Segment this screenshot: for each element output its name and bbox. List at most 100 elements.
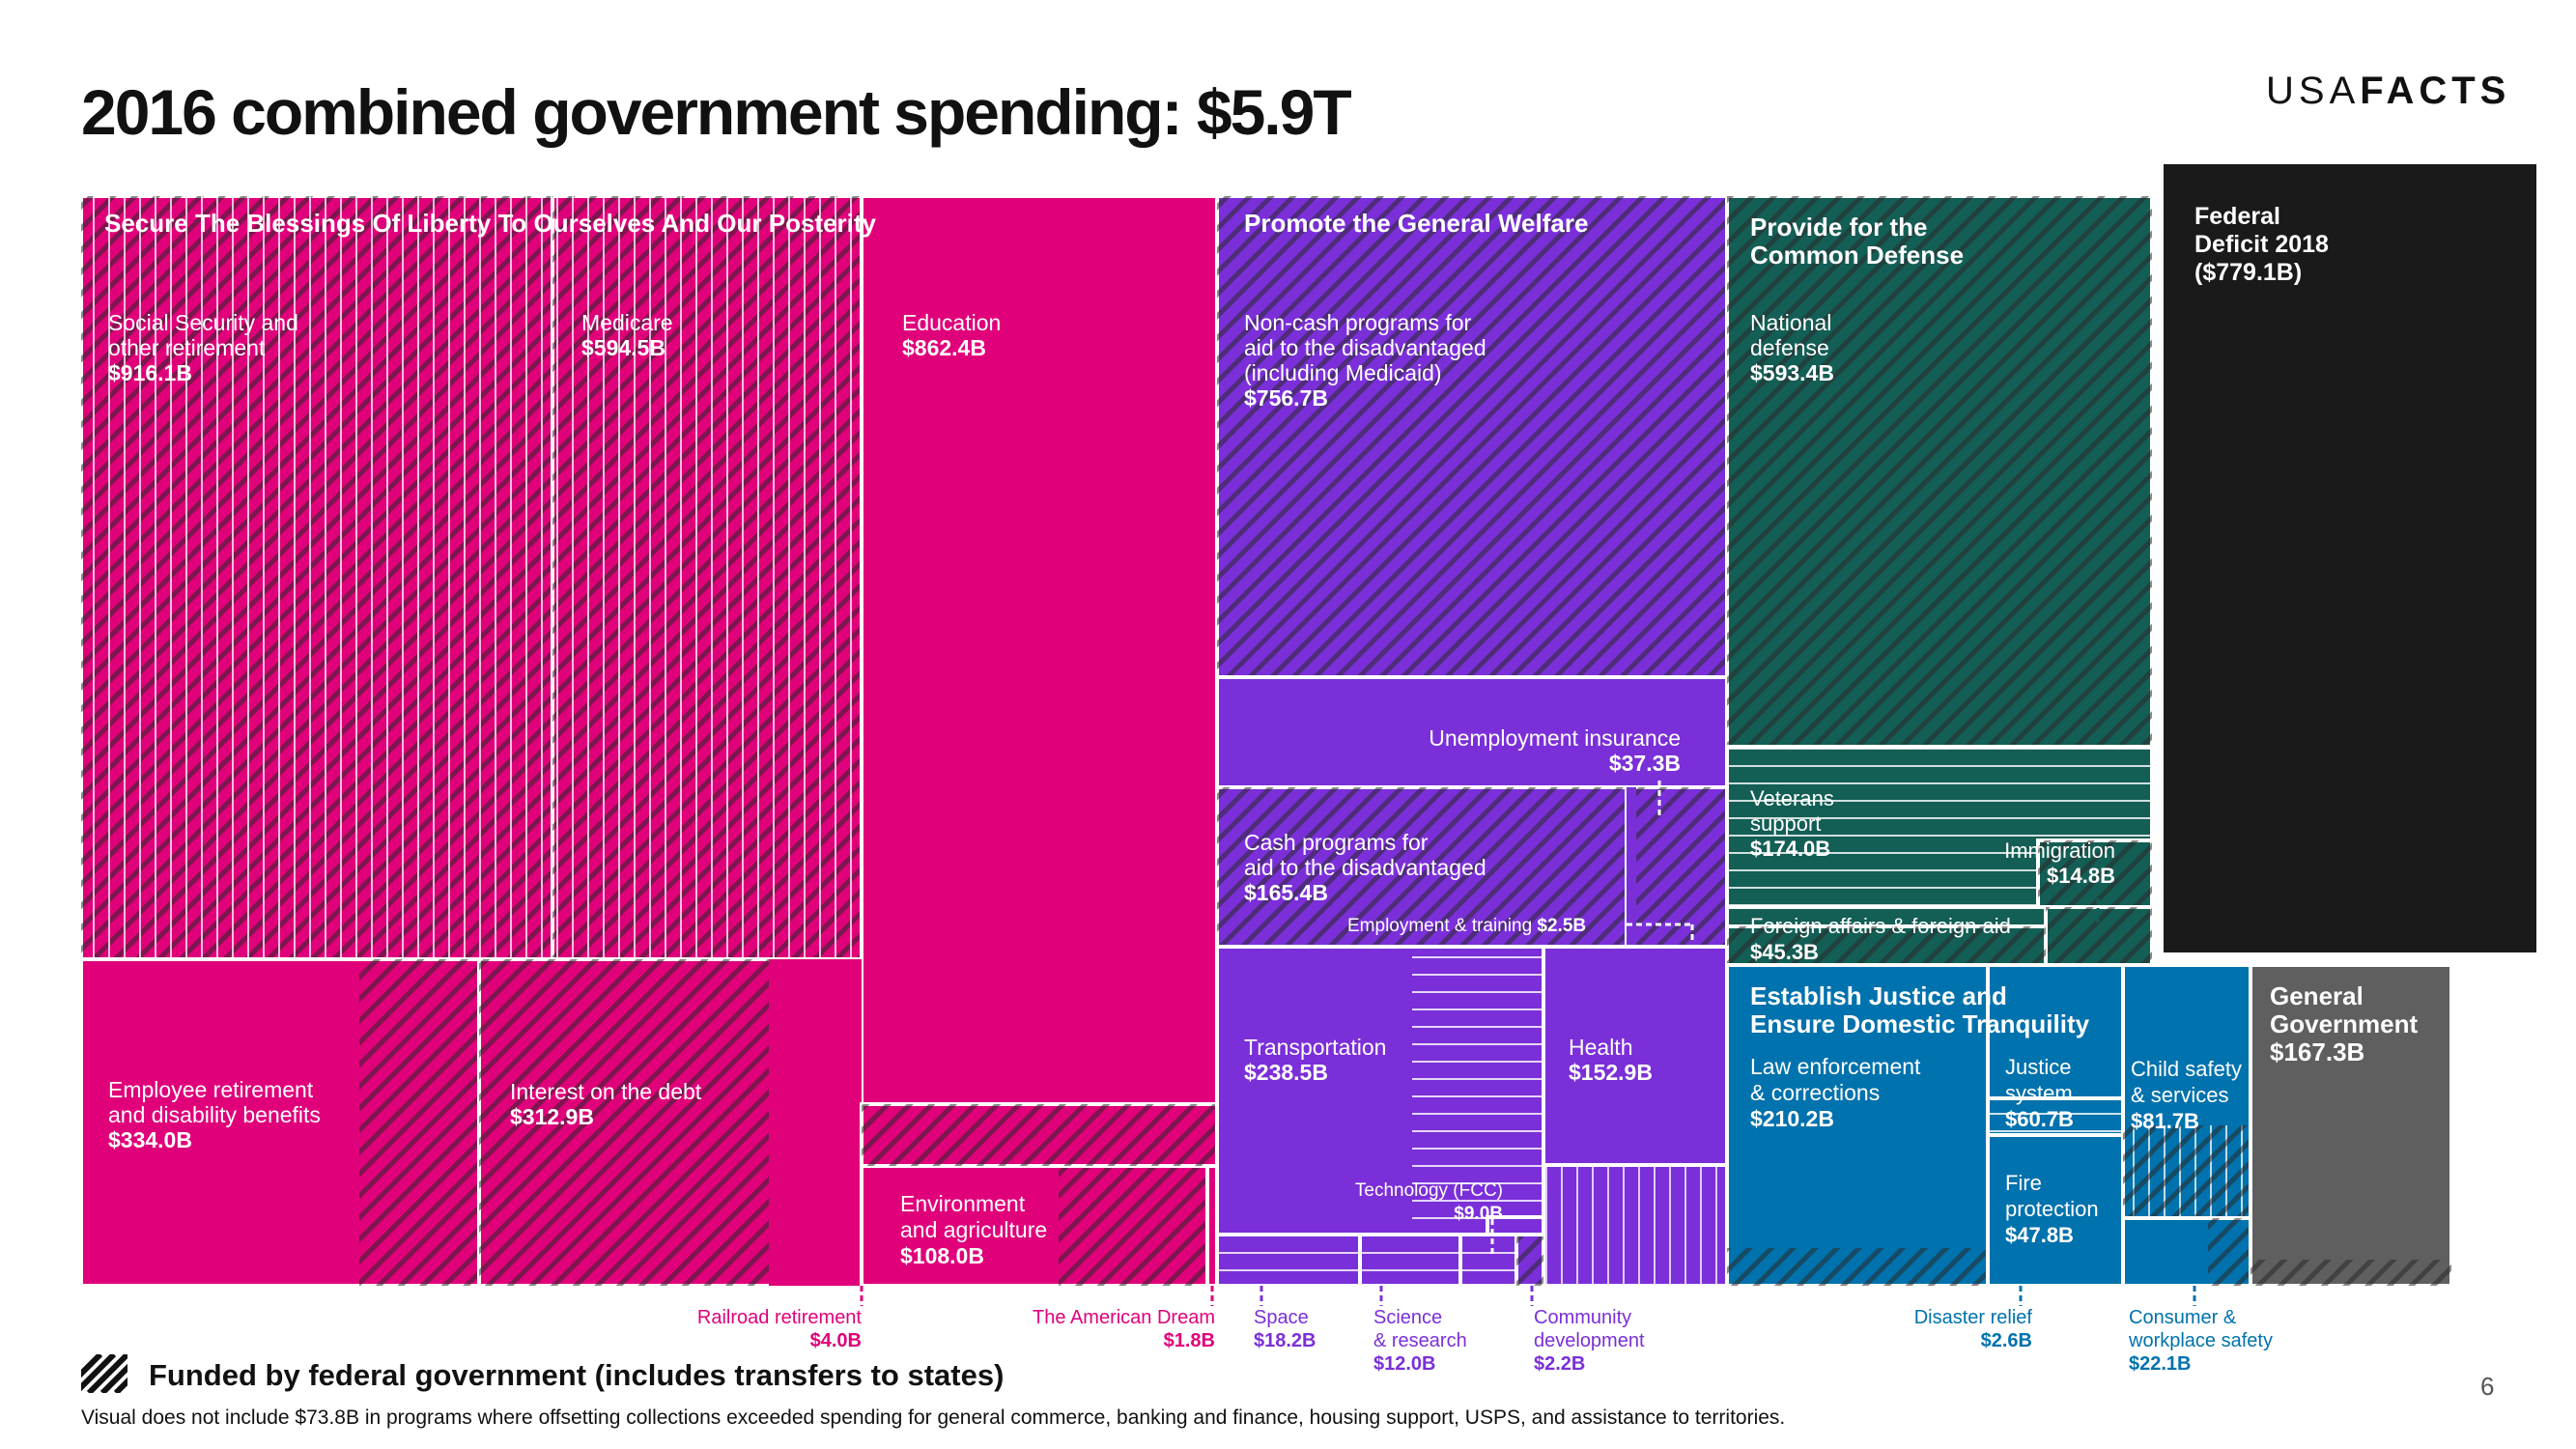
social-security-value: $916.1B xyxy=(108,360,192,385)
foreign-affairs-fed-hatch xyxy=(2046,907,2152,965)
technology-fcc-label: Technology (FCC) $9.0B xyxy=(1355,1180,1503,1224)
community-development-value: $2.2B xyxy=(1534,1353,1585,1375)
national-defense-tile xyxy=(1725,194,2154,749)
education-label: Education $862.4B xyxy=(902,310,1001,360)
social-security-label: Social Security and other retirement $916.… xyxy=(108,310,298,385)
transportation-line-1: Transportation xyxy=(1244,1035,1386,1060)
american-dream-label: The American Dream $1.8B xyxy=(1033,1307,1215,1351)
consumer-safety-line-1: Consumer & xyxy=(2129,1307,2237,1328)
cash-programs-line-1: Cash programs for xyxy=(1244,830,1429,855)
non-cash-programs-line-2: aid to the disadvantaged xyxy=(1244,335,1486,360)
law-enforcement-label: Law enforcement & corrections $210.2B xyxy=(1750,1054,1921,1131)
transportation-value: $238.5B xyxy=(1244,1060,1328,1085)
space-label: Space $18.2B xyxy=(1254,1307,1316,1351)
cash-programs-value: $165.4B xyxy=(1244,880,1328,905)
law-enforcement-line-1: Law enforcement xyxy=(1750,1054,1921,1079)
environment-agriculture-value: $108.0B xyxy=(900,1243,984,1268)
environment-fed-hatch xyxy=(1059,1166,1217,1286)
welfare-header-label: Promote the General Welfare xyxy=(1244,209,1588,238)
child-safety-fed-hatch xyxy=(2123,1125,2250,1218)
community-development-line-1: Community xyxy=(1534,1307,1631,1328)
employment-training-tile xyxy=(1625,785,1729,949)
non-cash-programs-tile xyxy=(1215,194,1729,679)
immigration-tile xyxy=(2036,838,2154,909)
science-research-value: $12.0B xyxy=(1373,1353,1436,1375)
medicare-line-1: Medicare xyxy=(581,310,673,335)
footnote: Visual does not include $73.8B in progra… xyxy=(81,1406,1786,1429)
american-dream-value: $1.8B xyxy=(1164,1330,1215,1351)
technology-box-rect xyxy=(1486,1215,1545,1236)
unemployment-insurance-tile xyxy=(1215,675,1729,789)
federal-deficit-tile xyxy=(2160,160,2540,956)
general-government-value: $167.3B xyxy=(2270,1037,2364,1066)
veterans-support-value: $174.0B xyxy=(1750,837,1830,861)
page-number: 6 xyxy=(2480,1372,2495,1401)
justice-system-value: $60.7B xyxy=(2005,1107,2074,1131)
interest-on-debt-label: Interest on the debt $312.9B xyxy=(510,1079,702,1129)
law-enforcement-rect xyxy=(1725,963,1990,1288)
non-cash-programs-line-1: Non-cash programs for xyxy=(1244,310,1472,335)
general-government-line-2: Government xyxy=(2270,1009,2418,1038)
science-research-stripes xyxy=(1360,1235,1460,1286)
fire-protection-line-2: protection xyxy=(2005,1197,2099,1221)
technology-fcc-value: $9.0B xyxy=(1454,1204,1503,1224)
community-development-label: Community development $2.2B xyxy=(1534,1307,1645,1375)
science-research-line-1: Science xyxy=(1373,1307,1442,1328)
community-development-line-2: development xyxy=(1534,1330,1645,1351)
non-cash-programs-line-3: (including Medicaid) xyxy=(1244,360,1442,385)
treemap-tiles xyxy=(79,160,2540,1288)
cash-programs-label: Cash programs for aid to the disadvantage… xyxy=(1244,830,1486,905)
law-enforcement-line-2: & corrections xyxy=(1750,1080,1880,1105)
environment-agriculture-label: Environment and agriculture $108.0B xyxy=(900,1191,1047,1268)
justice-system-line-2: system xyxy=(2005,1081,2073,1105)
science-research-b-tile xyxy=(1458,1233,1518,1288)
deficit-line-1: Federal xyxy=(2194,203,2280,230)
veterans-support-label: Veterans support $174.0B xyxy=(1750,786,1834,861)
consumer-safety-line-2: workplace safety xyxy=(2128,1330,2273,1351)
treemap-annotations xyxy=(860,781,2196,1306)
law-enforcement-tile xyxy=(1725,963,1990,1288)
health-tile xyxy=(1542,945,1729,1167)
education-value: $862.4B xyxy=(902,335,986,360)
legend-label: Funded by federal government (includes t… xyxy=(149,1358,1005,1392)
education-rect xyxy=(860,194,1219,1125)
cash-programs-hatch xyxy=(1217,787,1627,947)
science-research-line-2: & research xyxy=(1373,1330,1467,1351)
brand-light: USA xyxy=(2266,70,2361,112)
employee-retirement-line-2: and disability benefits xyxy=(108,1102,321,1127)
unemployment-insurance-label: Unemployment insurance $37.3B xyxy=(1429,725,1681,776)
fire-protection-label: Fire protection $47.8B xyxy=(2005,1171,2099,1247)
employment-training-label: Employment & training $2.5B xyxy=(1347,916,1586,936)
foreign-affairs-fed-tile xyxy=(2044,905,2154,967)
disaster-relief-value: $2.6B xyxy=(1981,1330,2032,1351)
non-cash-programs-label: Non-cash programs for aid to the disadvan… xyxy=(1244,310,1486,411)
interest-state-part xyxy=(769,959,862,1286)
national-defense-label: National defense $593.4B xyxy=(1750,310,1834,385)
education-lower-band-tile xyxy=(860,1102,1219,1168)
social-security-stripes xyxy=(81,196,552,959)
medicare-stripes xyxy=(552,196,862,959)
general-government-label: General Government $167.3B xyxy=(2270,981,2418,1066)
national-defense-value: $593.4B xyxy=(1750,360,1834,385)
employment-training-value: $2.5B xyxy=(1537,916,1586,936)
technology-fcc-line-1: Technology (FCC) xyxy=(1355,1180,1503,1201)
space-value: $18.2B xyxy=(1254,1330,1316,1351)
consumer-safety-fed-hatch xyxy=(2208,1218,2250,1286)
environment-agriculture-line-1: Environment xyxy=(900,1191,1026,1216)
immigration-value: $14.8B xyxy=(2047,864,2115,888)
usafacts-logo: USAFACTS xyxy=(2266,70,2510,113)
transportation-label: Transportation $238.5B xyxy=(1244,1035,1386,1085)
liberty-header-label: Secure The Blessings Of Liberty To Ourse… xyxy=(104,209,877,238)
social-security-line-2: other retirement xyxy=(108,335,266,360)
unemployment-insurance-rect xyxy=(1215,675,1729,789)
general-government-fed-hatch xyxy=(2250,1260,2451,1286)
general-government-rect xyxy=(2249,963,2453,1288)
legend: Funded by federal government (includes t… xyxy=(81,1352,1627,1393)
justice-header-label: Establish Justice and Ensure Domestic Tra… xyxy=(1750,981,2090,1038)
employment-training-hatch xyxy=(1627,787,1727,947)
interest-on-debt-value: $312.9B xyxy=(510,1104,594,1129)
interest-on-debt-line-1: Interest on the debt xyxy=(510,1079,702,1104)
fire-protection-line-1: Fire xyxy=(2005,1171,2042,1195)
justice-system-line-1: Justice xyxy=(2005,1055,2071,1079)
deficit-value: ($779.1B) xyxy=(2194,259,2302,286)
